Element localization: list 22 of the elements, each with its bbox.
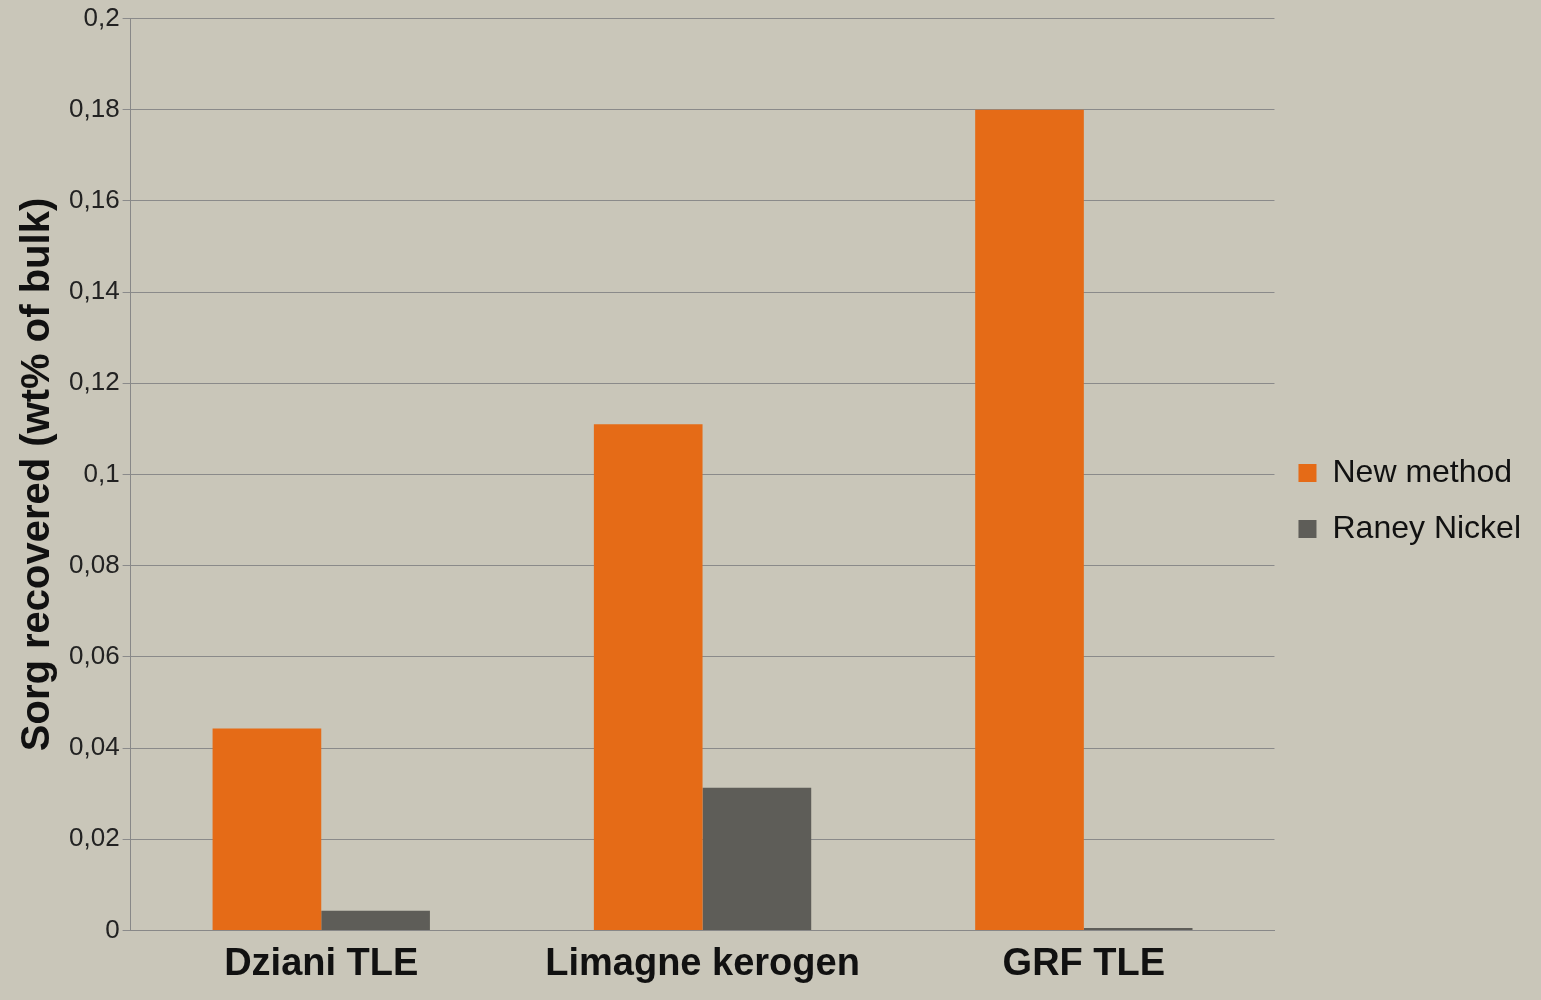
bar [702, 787, 812, 930]
legend-label: New method [1332, 452, 1513, 489]
y-tick-label: 0,04 [68, 731, 120, 762]
y-tick-label: 0,14 [68, 275, 120, 306]
legend-label: Raney Nickel [1332, 508, 1521, 545]
y-tick-label: 0,18 [68, 92, 120, 123]
y-axis-title: Sorg recovered (wt% of bulk) [13, 197, 58, 752]
x-tick-label: GRF TLE [1002, 940, 1166, 983]
bar [212, 728, 322, 930]
bar [975, 109, 1084, 930]
bar [593, 424, 703, 930]
y-tick-label: 0,08 [68, 548, 120, 579]
y-tick-label: 0,2 [83, 1, 120, 32]
y-tick-label: 0,1 [83, 457, 120, 488]
y-tick-label: 0,12 [68, 366, 120, 397]
y-tick-label: 0 [105, 913, 120, 944]
bar [321, 910, 430, 930]
y-tick-label: 0,02 [68, 822, 120, 853]
x-tick-label: Limagne kerogen [545, 940, 860, 983]
y-tick-label: 0,06 [68, 640, 120, 671]
y-tick-label: 0,16 [68, 184, 120, 215]
x-tick-label: Dziani TLE [224, 940, 419, 983]
